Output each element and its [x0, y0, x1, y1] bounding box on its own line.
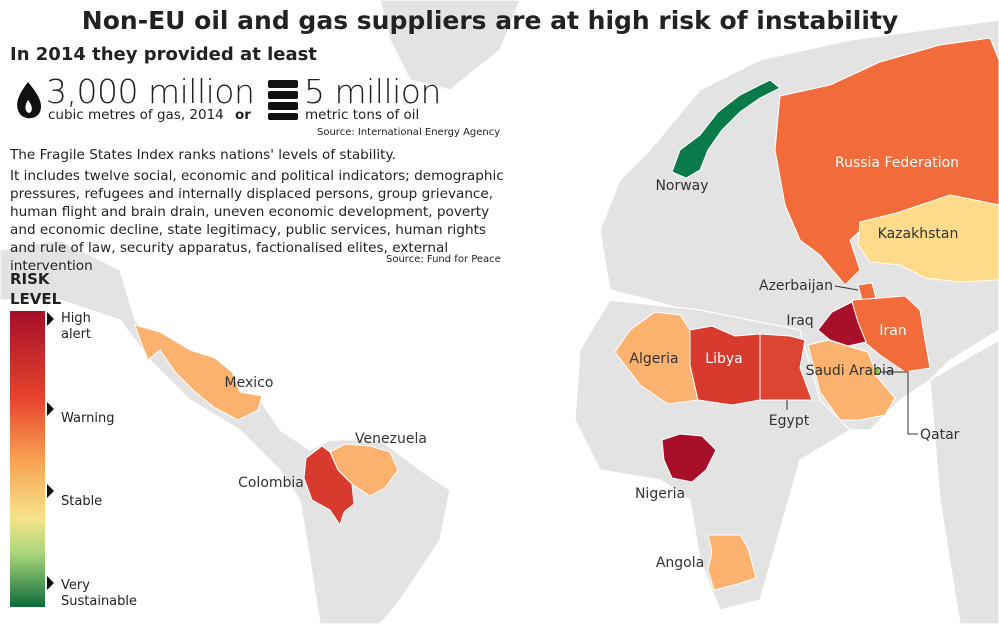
- source: Source: Fund for Peace: [386, 254, 501, 265]
- legend-pointer: [47, 484, 54, 498]
- land-greenland: [379, 0, 521, 91]
- legend-level-text: Sustainable: [61, 594, 138, 609]
- oil-amount: 5 million: [304, 72, 441, 111]
- country-label: Libya: [705, 351, 742, 367]
- country-angola: [707, 534, 757, 591]
- country-nigeria: [661, 433, 717, 483]
- country-label: Algeria: [629, 351, 678, 367]
- country-label: Mexico: [225, 375, 274, 391]
- country-label: Qatar: [920, 427, 960, 443]
- legend-level-text: Stable: [61, 494, 103, 509]
- legend-level: Stable: [61, 494, 102, 510]
- connector: or: [235, 107, 251, 123]
- legend-title: LEVEL: [10, 290, 62, 308]
- land-asia-east: [929, 339, 999, 624]
- country-colombia: [303, 445, 355, 527]
- legend-level-text: High: [61, 311, 91, 326]
- legend-level: Very Sustainable: [61, 578, 137, 610]
- gas-flame-icon: [17, 82, 42, 119]
- country-label: Colombia: [238, 475, 304, 491]
- country-label: Egypt: [769, 413, 810, 429]
- country-label: Russia Federation: [835, 155, 959, 171]
- legend-level-text: alert: [61, 327, 92, 342]
- gas-unit: cubic metres of gas, 2014: [48, 107, 224, 123]
- description: The Fragile States Index ranks nations' …: [10, 146, 505, 278]
- country-label: Iraq: [786, 313, 813, 329]
- title: Non-EU oil and gas suppliers are at high…: [81, 6, 899, 35]
- description-body: It includes twelve social, economic and …: [10, 168, 504, 274]
- oil-unit: metric tons of oil: [305, 107, 420, 123]
- country-mexico: [134, 324, 263, 421]
- country-label: Angola: [656, 555, 704, 571]
- country-label: Saudi Arabia: [806, 363, 895, 379]
- legend-pointer: [47, 576, 54, 590]
- legend-level-text: Warning: [61, 411, 115, 426]
- oil-barrel-icon: [268, 80, 298, 120]
- country-kazakhstan: [857, 194, 999, 283]
- gas-amount: 3,000 million: [46, 72, 255, 111]
- description-lead: The Fragile States Index ranks nations' …: [10, 147, 396, 163]
- country-label: Venezuela: [355, 431, 427, 447]
- country-label: Norway: [655, 178, 708, 194]
- leader-azerbaijan: [834, 285, 859, 291]
- legend-pointer: [47, 402, 54, 416]
- country-label: Iran: [879, 323, 906, 339]
- legend-title: RISK: [10, 270, 50, 288]
- legend-gradient: [10, 311, 45, 607]
- stats-intro: In 2014 they provided at least: [10, 44, 317, 65]
- country-label: Azerbaijan: [759, 278, 833, 294]
- country-qatar: [873, 365, 881, 377]
- legend-level: High alert: [61, 311, 91, 343]
- legend-pointer: [47, 312, 54, 326]
- country-egypt: [759, 333, 813, 401]
- country-label: Nigeria: [635, 486, 685, 502]
- country-saudi-arabia: [807, 339, 896, 421]
- legend-level-text: Very: [61, 578, 90, 593]
- country-norway: [671, 79, 781, 179]
- source: Source: International Energy Agency: [317, 127, 501, 138]
- leader-qatar: [880, 371, 918, 435]
- country-label: Kazakhstan: [878, 226, 959, 242]
- legend-level: Warning: [61, 411, 114, 427]
